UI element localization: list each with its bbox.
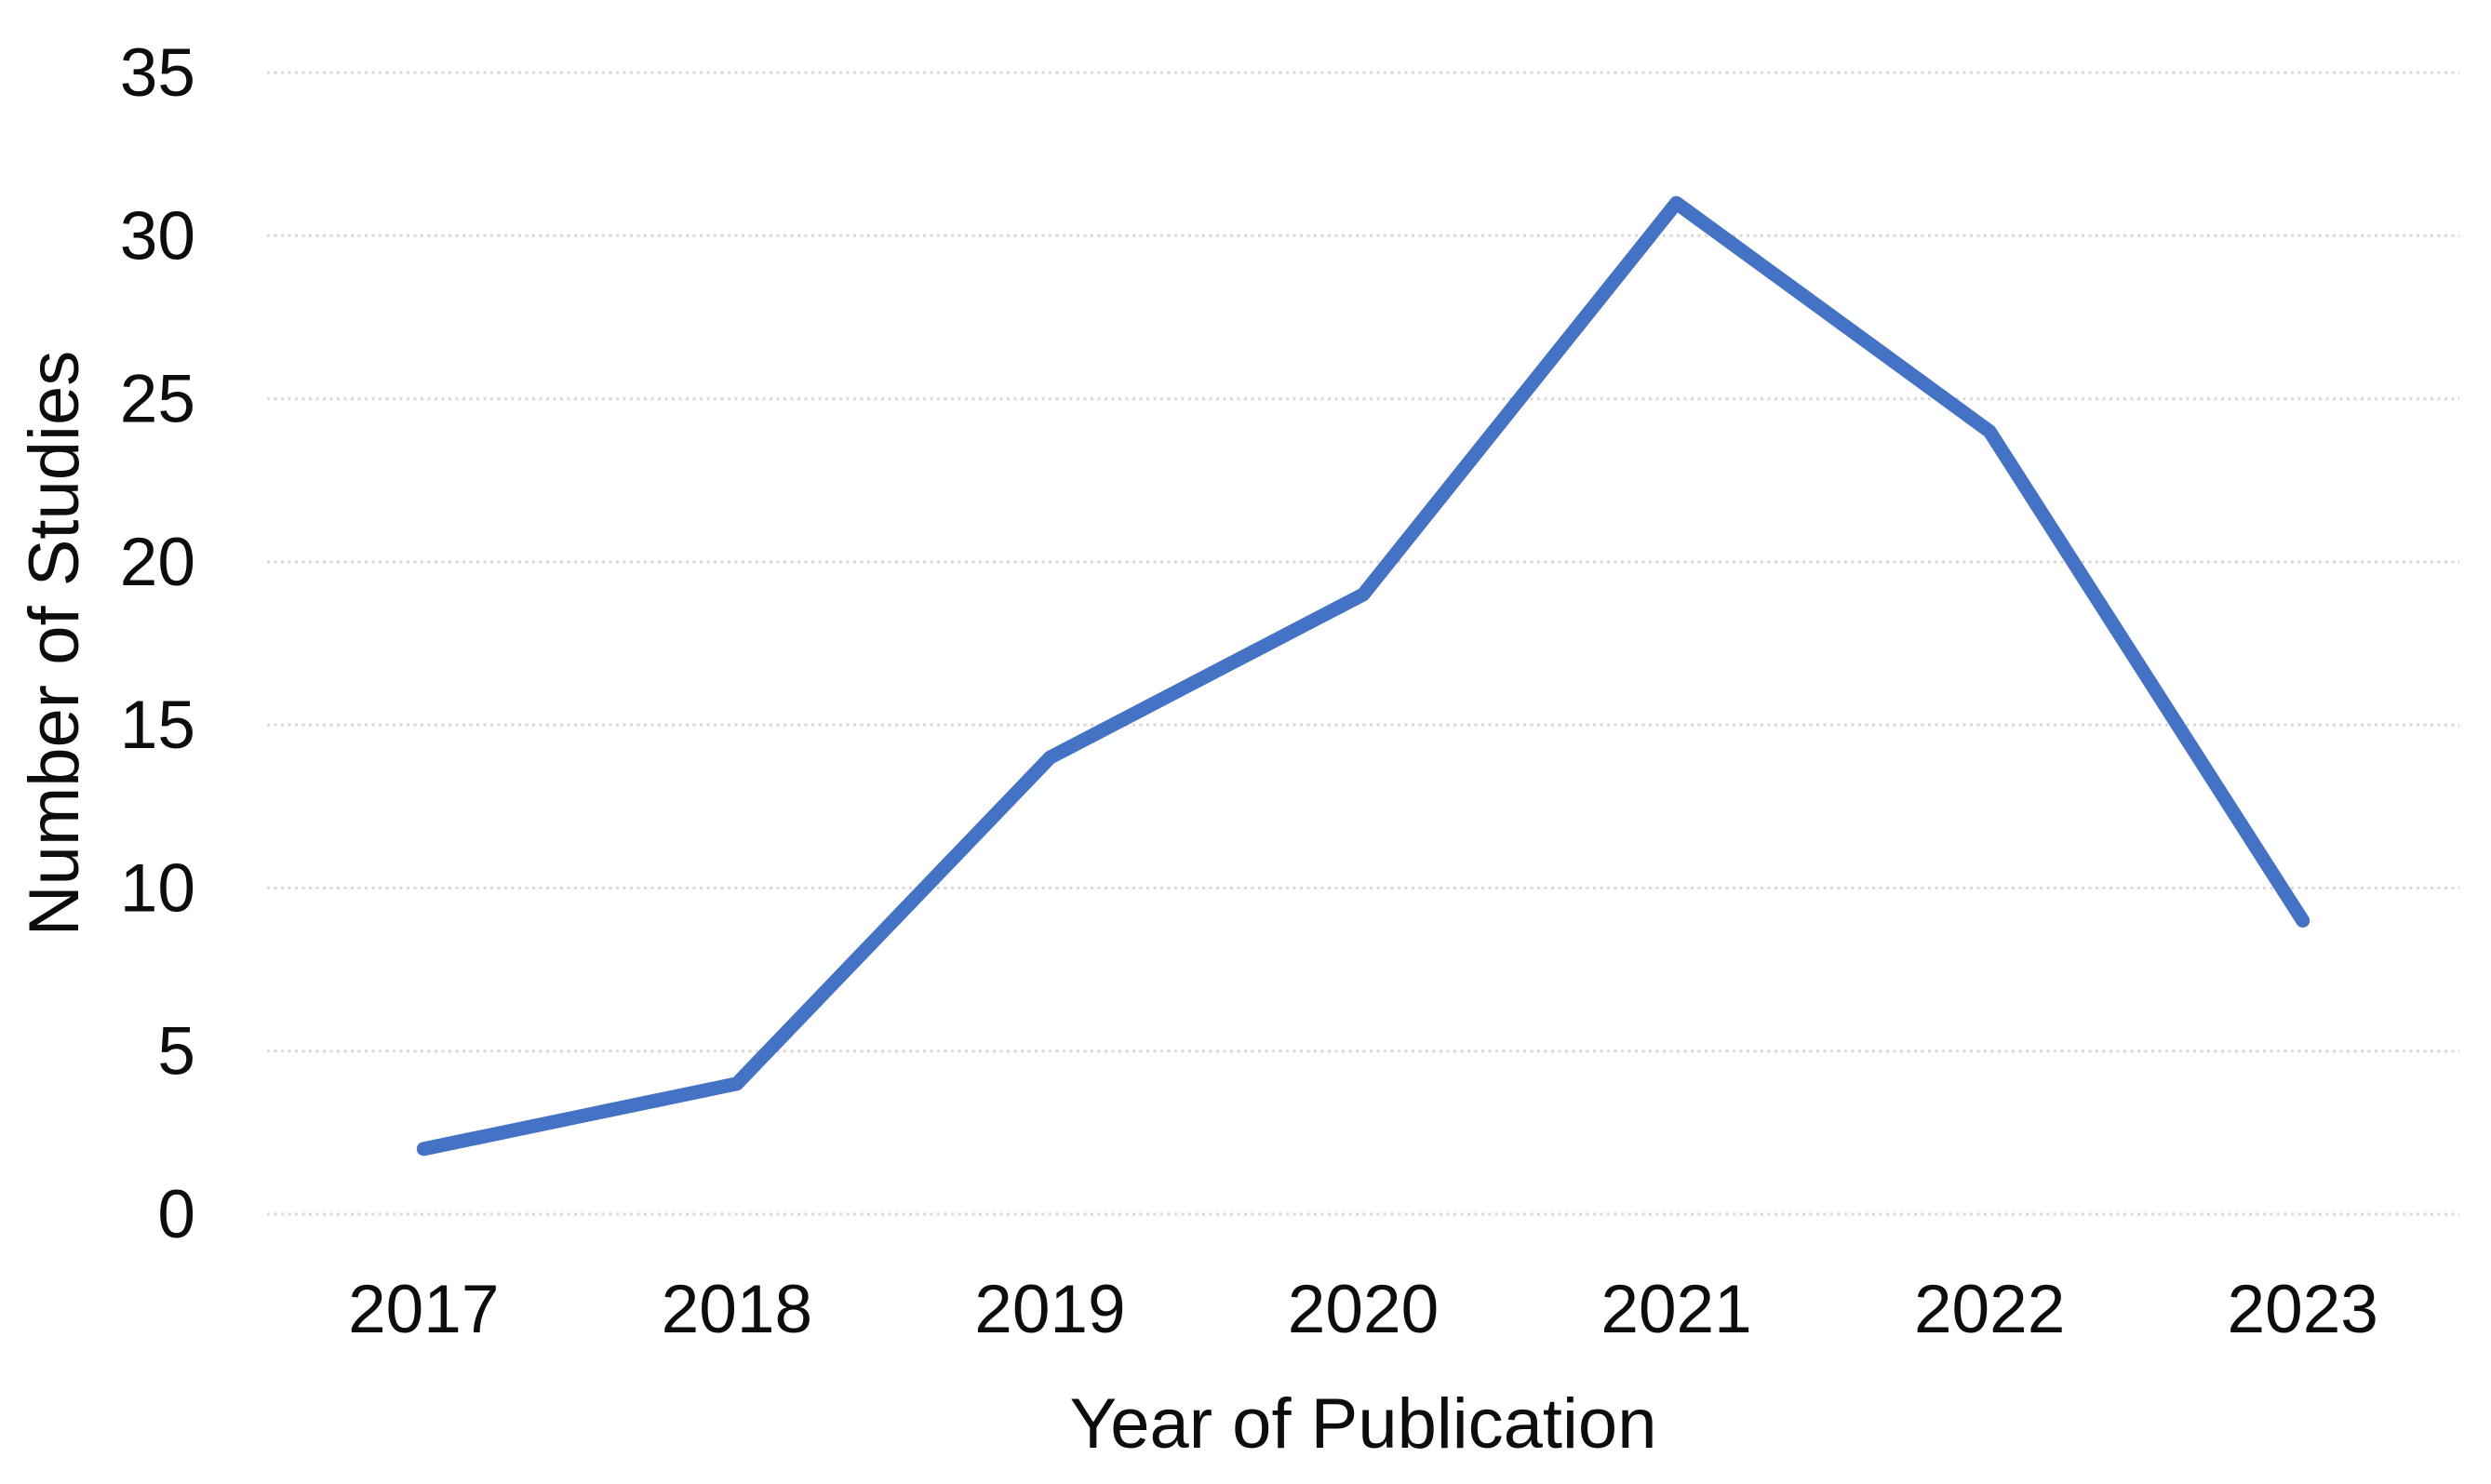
x-axis-title: Year of Publication [1070, 1384, 1657, 1464]
x-tick-label: 2017 [348, 1272, 499, 1347]
y-tick-label: 20 [120, 525, 195, 600]
x-axis-tick-labels: 2017 2018 2019 2020 2021 2022 2023 [348, 1272, 2378, 1347]
y-tick-label: 30 [120, 198, 195, 274]
gridlines [267, 71, 2459, 1216]
y-axis-tick-labels: 0 5 10 15 20 25 30 35 [120, 35, 195, 1252]
y-tick-label: 35 [120, 35, 195, 111]
x-tick-label: 2021 [1600, 1272, 1751, 1347]
y-axis-title: Number of Studies [15, 351, 94, 936]
x-tick-label: 2019 [974, 1272, 1125, 1347]
y-tick-label: 0 [157, 1177, 195, 1252]
y-tick-label: 15 [120, 688, 195, 763]
y-tick-label: 25 [120, 362, 195, 437]
x-tick-label: 2018 [662, 1272, 812, 1347]
y-tick-label: 10 [120, 850, 195, 926]
y-tick-label: 5 [157, 1014, 195, 1090]
x-tick-label: 2022 [1914, 1272, 2065, 1347]
x-tick-label: 2023 [2228, 1272, 2378, 1347]
data-series-line [416, 195, 2310, 1156]
x-tick-label: 2020 [1288, 1272, 1439, 1347]
